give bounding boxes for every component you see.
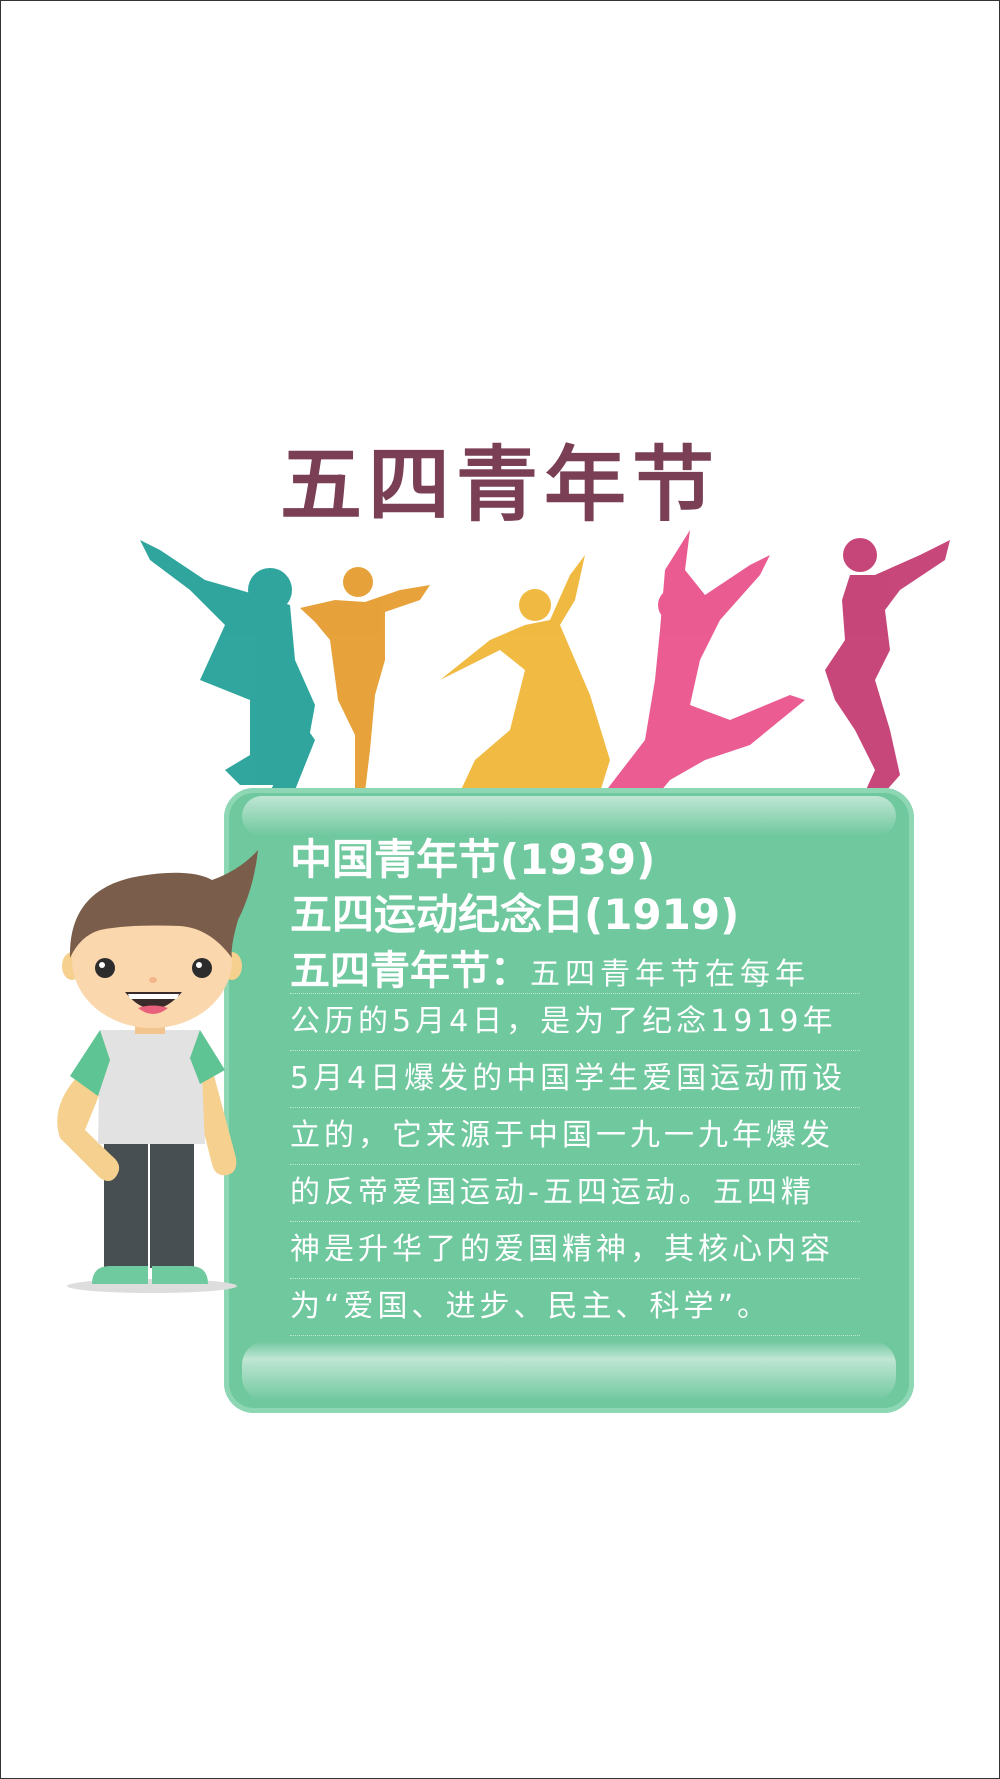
boy-sleeve-left	[70, 1030, 110, 1096]
body-line: 的反帝爱国运动-五四运动。五四精	[290, 1165, 860, 1222]
card-bottom-gloss	[242, 1341, 896, 1401]
page-title: 五四青年节	[279, 438, 720, 533]
dancer-pink	[605, 530, 805, 792]
boy-shoe-right	[152, 1266, 208, 1284]
body-line: 神是升华了的爱国精神，其核心内容	[290, 1222, 860, 1279]
dancer-magenta	[825, 538, 950, 792]
dancer-orange	[300, 567, 430, 792]
boy-eye-left	[95, 958, 115, 978]
heading-youth-day: 中国青年节(1939)	[290, 835, 656, 884]
dancers-silhouette-icon	[140, 530, 950, 792]
boy-arm-left	[57, 1078, 120, 1182]
info-card	[224, 788, 914, 1413]
boy-shoe-left	[92, 1266, 148, 1284]
heading-may-fourth-memorial: 五四运动纪念日(1919)	[290, 890, 740, 939]
body-line: 为“爱国、进步、民主、科学”。	[290, 1279, 860, 1336]
card-top-gloss	[242, 796, 896, 836]
heading-lead: 五四青年节：	[290, 948, 530, 994]
body-line: 公历的5月4日，是为了纪念1919年	[290, 994, 860, 1051]
boy-sleeve-right	[190, 1030, 225, 1084]
boy-hair	[69, 850, 258, 958]
heading-inline-text: 五四青年节在每年	[530, 957, 810, 992]
boy-shirt	[98, 1030, 205, 1144]
boy-leg-right	[150, 1138, 194, 1268]
body-line: 5月4日爆发的中国学生爱国运动而设	[290, 1051, 860, 1108]
dancer-yellow	[440, 555, 610, 792]
boy-nose	[149, 977, 157, 983]
divider	[290, 993, 860, 994]
body-line: 立的，它来源于中国一九一九年爆发	[290, 1108, 860, 1165]
heading-may-fourth-youth-day: 五四青年节：五四青年节在每年	[290, 938, 810, 996]
dancer-teal	[140, 540, 315, 792]
cartoon-boy-icon	[57, 850, 258, 1293]
boy-eye-right	[192, 958, 212, 978]
